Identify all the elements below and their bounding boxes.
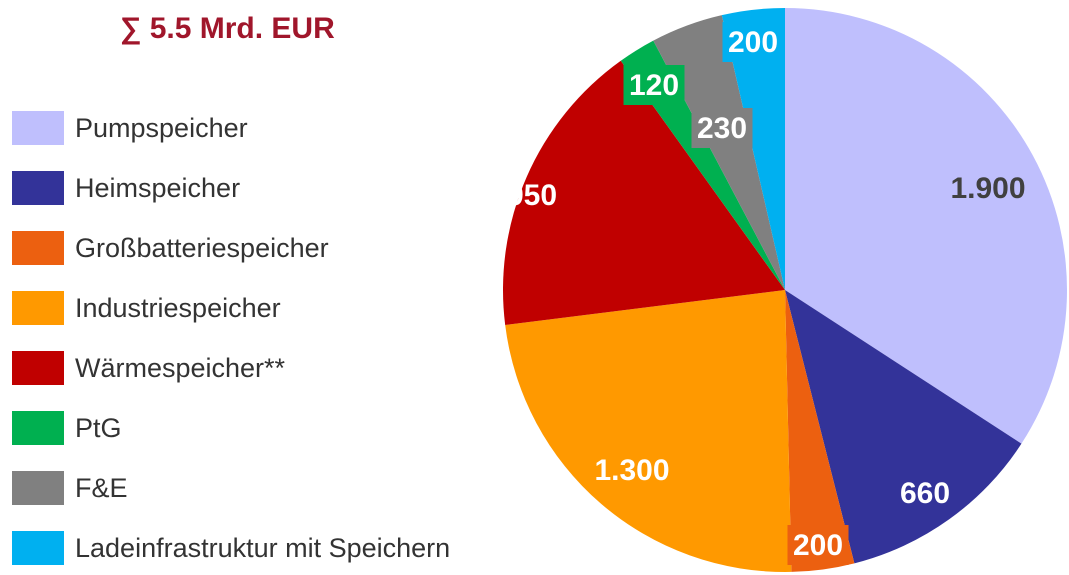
chart-title: ∑ 5.5 Mrd. EUR (120, 12, 335, 45)
data-label: 1.300 (594, 454, 669, 487)
pie-slice (721, 8, 785, 290)
legend-swatch (12, 471, 64, 505)
pie-slice (785, 290, 855, 572)
legend-label: PtG (75, 413, 122, 443)
legend-label: Wärmespeicher** (75, 353, 286, 383)
data-label: 950 (507, 179, 557, 212)
data-label: 660 (900, 477, 950, 510)
legend-label: Großbatteriespeicher (75, 233, 329, 263)
data-label: 200 (793, 529, 843, 562)
legend-swatch (12, 411, 64, 445)
legend-swatch (12, 291, 64, 325)
pie-slice (505, 290, 792, 572)
pie-slice (503, 60, 785, 325)
label-box (691, 108, 753, 148)
label-box (722, 22, 784, 62)
legend-label: F&E (75, 473, 128, 503)
legend-label: Industriespeicher (75, 293, 281, 323)
legend-swatch (12, 531, 64, 565)
pie-slice (785, 290, 1022, 564)
label-box (787, 525, 849, 565)
pie-slice (785, 8, 1067, 444)
data-label: 1.900 (950, 172, 1025, 205)
data-label: 120 (629, 69, 679, 102)
legend-swatch (12, 351, 64, 385)
legend-label: Pumpspeicher (75, 113, 248, 143)
legend-swatch (12, 231, 64, 265)
legend-label: Ladeinfrastruktur mit Speichern (75, 533, 450, 563)
label-box (623, 65, 685, 105)
data-label: 230 (697, 112, 747, 145)
pie-slice (653, 15, 785, 290)
legend-swatch (12, 171, 64, 205)
legend-swatch (12, 111, 64, 145)
legend-label: Heimspeicher (75, 173, 240, 203)
data-label: 200 (728, 26, 778, 59)
